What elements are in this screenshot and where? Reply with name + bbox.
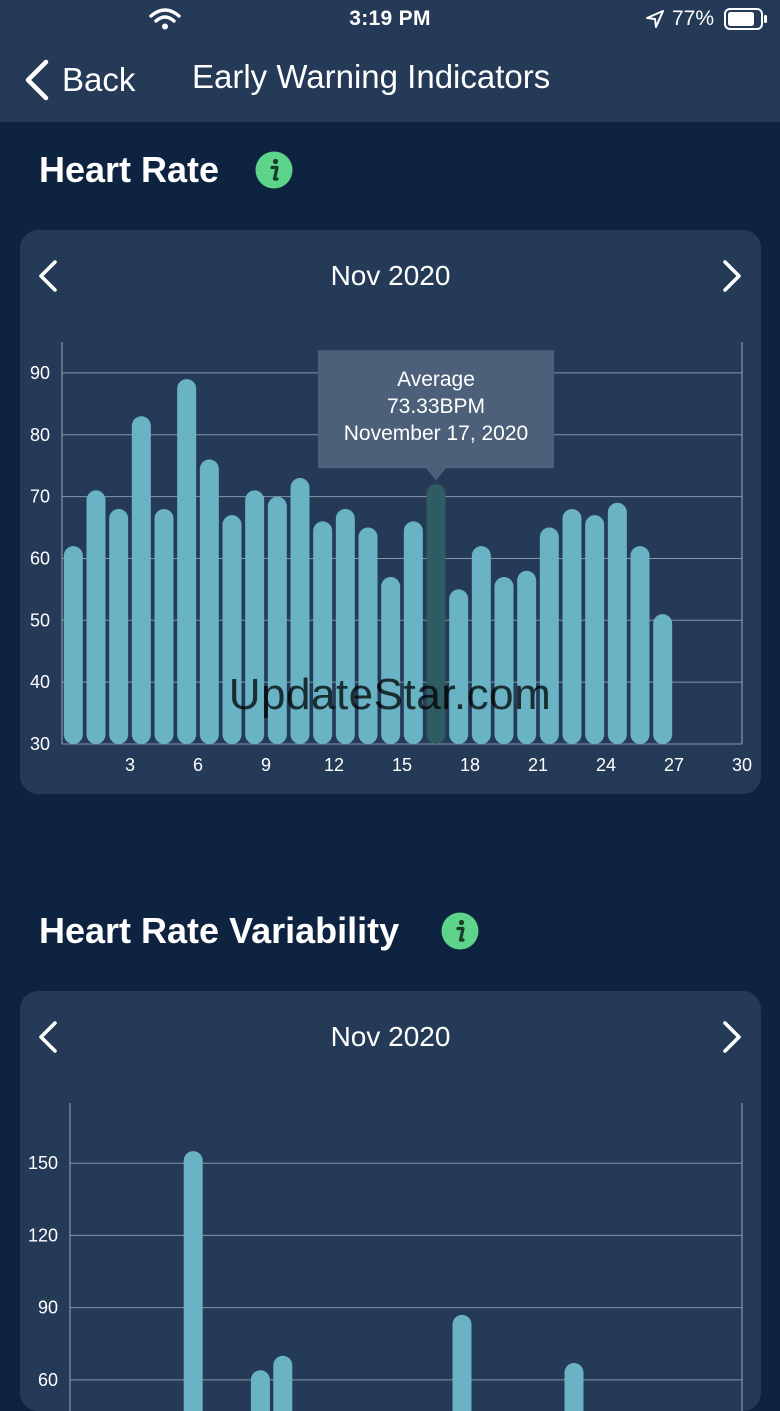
bar: [109, 508, 129, 744]
bar: [562, 508, 582, 744]
status-time: 3:19 PM: [349, 7, 431, 30]
x-tick-label: 30: [732, 755, 752, 775]
heart-rate-bar-chart: 30 40 50 60 70 80 90 3 6 9 12 15 18 21 24 27 30 Average 73…: [30, 342, 752, 775]
page-title: Early Warning Indicators: [192, 58, 551, 95]
bar: [564, 1363, 584, 1411]
nav-bar: Back Early Warning Indicators: [0, 50, 780, 110]
bar: [222, 515, 242, 744]
bar: [471, 546, 491, 744]
bar: [452, 1314, 472, 1411]
battery-percent: 77%: [672, 7, 715, 30]
y-tick-label: 70: [30, 487, 50, 507]
info-icon[interactable]: [255, 151, 293, 189]
chevron-left-icon: [25, 59, 49, 101]
bar: [449, 589, 469, 744]
tooltip: Average 73.33BPM November 17, 2020: [318, 350, 554, 481]
x-tick-label: 12: [324, 755, 344, 775]
hrv-bar-chart: 60 90 120 150: [28, 1103, 743, 1411]
hrv-chart-card: Nov 2020 60 90 120 150: [20, 991, 761, 1411]
bar: [63, 546, 83, 744]
x-tick-label: 6: [193, 755, 203, 775]
y-tick-label: 90: [38, 1298, 58, 1318]
bar: [177, 379, 197, 744]
y-tick-label: 150: [28, 1153, 58, 1173]
wifi-icon: [149, 8, 181, 30]
bar: [131, 416, 151, 744]
bar: [86, 490, 106, 744]
month-label: Nov 2020: [330, 260, 451, 291]
bar: [335, 508, 355, 744]
bar: [607, 502, 627, 744]
info-icon[interactable]: [441, 912, 479, 950]
month-label: Nov 2020: [330, 1021, 451, 1052]
heart-rate-chart-card: Nov 2020 30 40 50 60 70 80 90 3 6 9 12 15 18 21 24 27 30…: [20, 230, 761, 794]
chart-header: Nov 2020: [20, 991, 761, 1085]
y-tick-label: 50: [30, 610, 50, 630]
y-tick-label: 80: [30, 425, 50, 445]
tooltip-label: Average: [397, 368, 475, 391]
x-tick-label: 15: [392, 755, 412, 775]
bar: [154, 508, 174, 744]
x-tick-label: 21: [528, 755, 548, 775]
bar: [290, 478, 310, 744]
bar: [245, 490, 265, 744]
bar: [273, 1355, 293, 1411]
bar: [494, 577, 514, 744]
x-tick-label: 3: [125, 755, 135, 775]
chevron-right-icon[interactable]: [720, 1019, 744, 1055]
chevron-left-icon[interactable]: [36, 1019, 60, 1055]
bar: [183, 1151, 203, 1411]
y-tick-label: 120: [28, 1225, 58, 1245]
section-title-heart-rate: Heart Rate: [39, 149, 220, 190]
x-tick-label: 9: [261, 755, 271, 775]
bar: [517, 570, 537, 744]
x-tick-label: 24: [596, 755, 616, 775]
header: 3:19 PM 77% Back Early Warning Indicator…: [0, 0, 780, 122]
tooltip-value: 73.33BPM: [387, 395, 485, 418]
location-arrow-icon: [646, 10, 664, 28]
tooltip-box: [318, 350, 554, 469]
battery-icon: [724, 8, 767, 30]
chart-header: Nov 2020: [20, 230, 761, 324]
bar: [585, 515, 605, 744]
watermark: UpdateStar.com: [228, 670, 552, 719]
y-tick-label: 60: [30, 548, 50, 568]
bar: [358, 527, 378, 744]
bar: [653, 614, 673, 744]
chevron-left-icon[interactable]: [36, 258, 60, 294]
tooltip-arrow: [426, 468, 446, 481]
back-button[interactable]: Back: [22, 54, 135, 106]
status-bar: 3:19 PM 77%: [0, 0, 780, 40]
x-tick-label: 27: [664, 755, 684, 775]
bar: [250, 1370, 270, 1411]
bar: [630, 546, 650, 744]
bar: [403, 521, 423, 744]
x-tick-label: 18: [460, 755, 480, 775]
section-title-hrv: Heart Rate Variability: [39, 910, 400, 951]
bar: [199, 459, 219, 744]
back-label: Back: [62, 61, 136, 98]
y-tick-label: 40: [30, 672, 50, 692]
bar: [381, 577, 401, 744]
tooltip-date: November 17, 2020: [344, 422, 528, 445]
chevron-right-icon[interactable]: [720, 258, 744, 294]
bar: [267, 496, 287, 744]
selected-bar: [426, 484, 446, 744]
bar: [539, 527, 559, 744]
y-tick-label: 60: [38, 1370, 58, 1390]
y-tick-label: 90: [30, 363, 50, 383]
y-tick-label: 30: [30, 734, 50, 754]
bar: [313, 521, 333, 744]
